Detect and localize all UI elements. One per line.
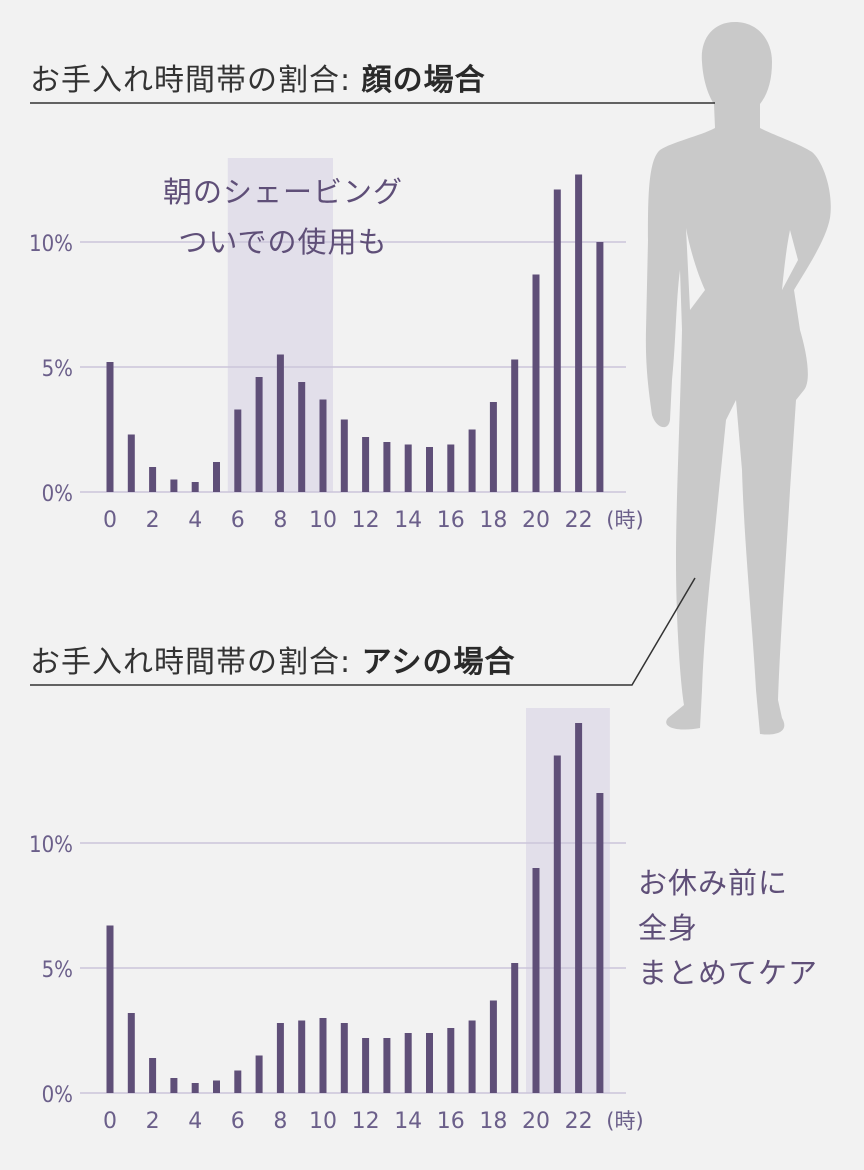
bar-hour-17 bbox=[468, 429, 476, 492]
bar-hour-2 bbox=[149, 1058, 157, 1093]
x-tick-label: 4 bbox=[188, 1109, 202, 1134]
x-tick-label: 20 bbox=[522, 1109, 550, 1134]
annotation-line: 朝のシェービング bbox=[163, 175, 403, 209]
bar-hour-7 bbox=[255, 377, 263, 492]
bar-hour-3 bbox=[170, 1078, 178, 1093]
bar-hour-16 bbox=[447, 444, 455, 492]
title-underline-2 bbox=[30, 577, 696, 686]
x-tick-label: 0 bbox=[103, 1109, 117, 1134]
chart-face: 0% 5% 10% 0 2 4 6 8 10 12 14 16 18 20 22 (時) 朝のシェービングついで… bbox=[29, 158, 644, 533]
bar-hour-18 bbox=[489, 402, 497, 492]
bar-hour-16 bbox=[447, 1028, 455, 1093]
bar-hour-3 bbox=[170, 479, 178, 492]
x-tick-label: 8 bbox=[273, 1109, 287, 1134]
x-tick-label: 6 bbox=[231, 508, 245, 533]
y-tick-label: 5% bbox=[42, 958, 73, 983]
y-tick-label: 10% bbox=[29, 833, 73, 858]
bar-hour-21 bbox=[553, 189, 561, 492]
x-tick-label: 10 bbox=[309, 508, 337, 533]
bar-hour-23 bbox=[596, 242, 604, 492]
bar-hour-18 bbox=[489, 1000, 497, 1093]
bar-hour-9 bbox=[298, 382, 306, 492]
title-prefix: お手入れ時間帯の割合: bbox=[30, 645, 362, 680]
bar-hour-22 bbox=[575, 174, 583, 492]
bar-hour-5 bbox=[213, 1080, 220, 1093]
x-tick-label: 22 bbox=[565, 1109, 593, 1134]
bar-hour-1 bbox=[127, 1013, 135, 1093]
bar-hour-2 bbox=[149, 467, 157, 492]
bar-hour-12 bbox=[362, 437, 370, 492]
bar-hour-23 bbox=[596, 793, 604, 1093]
bar-hour-8 bbox=[276, 354, 284, 492]
bar-hour-0 bbox=[106, 925, 114, 1093]
bar-hour-12 bbox=[362, 1038, 370, 1093]
person-silhouette bbox=[645, 22, 831, 735]
bar-hour-14 bbox=[404, 1033, 412, 1093]
bar-hour-15 bbox=[426, 447, 433, 492]
y-tick-label: 0% bbox=[42, 1083, 73, 1108]
bar-hour-17 bbox=[468, 1020, 476, 1093]
bar-hour-14 bbox=[404, 444, 412, 492]
title-emphasis: アシの場合 bbox=[361, 645, 516, 680]
title-emphasis: 顔の場合 bbox=[361, 63, 486, 98]
x-tick-label: 14 bbox=[394, 1109, 422, 1134]
bar-hour-4 bbox=[191, 1083, 199, 1093]
chart-title-face: お手入れ時間帯の割合: 顔の場合 bbox=[30, 55, 486, 99]
annotation-line: 全身 bbox=[638, 911, 698, 945]
x-tick-label: 14 bbox=[394, 508, 422, 533]
x-tick-label: 2 bbox=[146, 508, 160, 533]
annotation-line: ついでの使用も bbox=[178, 225, 387, 259]
x-tick-label: 2 bbox=[146, 1109, 160, 1134]
x-tick-label: 12 bbox=[352, 1109, 380, 1134]
bar-hour-7 bbox=[255, 1055, 263, 1093]
bar-hour-20 bbox=[532, 274, 540, 492]
bar-hour-6 bbox=[234, 409, 242, 492]
bar-hour-5 bbox=[213, 462, 220, 492]
annotation-line: お休み前に bbox=[638, 866, 788, 900]
x-tick-label: 0 bbox=[103, 508, 117, 533]
x-tick-label: 8 bbox=[273, 508, 287, 533]
bar-hour-4 bbox=[191, 482, 199, 492]
x-tick-label: 10 bbox=[309, 1109, 337, 1134]
bar-hour-1 bbox=[127, 434, 135, 492]
y-tick-label: 10% bbox=[29, 232, 73, 257]
bar-hour-0 bbox=[106, 362, 114, 492]
chart-legs: 0% 5% 10% 0 2 4 6 8 10 12 14 16 18 20 22 (時) お休み前に全身まとめて… bbox=[29, 708, 818, 1134]
bar-hour-22 bbox=[575, 723, 583, 1093]
highlight-band bbox=[526, 708, 610, 1093]
bar-hour-6 bbox=[234, 1070, 242, 1093]
x-unit-label: (時) bbox=[606, 1109, 643, 1133]
bar-hour-11 bbox=[340, 1023, 348, 1093]
x-tick-label: 16 bbox=[437, 1109, 465, 1134]
annotation-line: まとめてケア bbox=[638, 956, 818, 990]
x-tick-label: 6 bbox=[231, 1109, 245, 1134]
bar-hour-10 bbox=[319, 399, 327, 492]
x-tick-label: 12 bbox=[352, 508, 380, 533]
x-tick-label: 16 bbox=[437, 508, 465, 533]
x-tick-label: 18 bbox=[479, 508, 507, 533]
x-tick-label: 18 bbox=[479, 1109, 507, 1134]
y-tick-label: 0% bbox=[42, 482, 73, 507]
bar-hour-8 bbox=[276, 1023, 284, 1093]
bar-hour-19 bbox=[511, 963, 519, 1093]
bar-hour-10 bbox=[319, 1018, 327, 1093]
x-tick-label: 4 bbox=[188, 508, 202, 533]
bar-hour-13 bbox=[383, 442, 391, 492]
bar-hour-15 bbox=[426, 1033, 433, 1093]
bar-hour-19 bbox=[511, 359, 519, 492]
title-prefix: お手入れ時間帯の割合: bbox=[30, 63, 362, 98]
y-tick-label: 5% bbox=[42, 357, 73, 382]
x-tick-label: 20 bbox=[522, 508, 550, 533]
bar-hour-21 bbox=[553, 755, 561, 1093]
bar-hour-13 bbox=[383, 1038, 391, 1093]
x-unit-label: (時) bbox=[606, 508, 643, 532]
bar-hour-20 bbox=[532, 868, 540, 1093]
chart-title-legs: お手入れ時間帯の割合: アシの場合 bbox=[30, 637, 515, 681]
bar-hour-9 bbox=[298, 1020, 306, 1093]
x-tick-label: 22 bbox=[565, 508, 593, 533]
bar-hour-11 bbox=[340, 419, 348, 492]
